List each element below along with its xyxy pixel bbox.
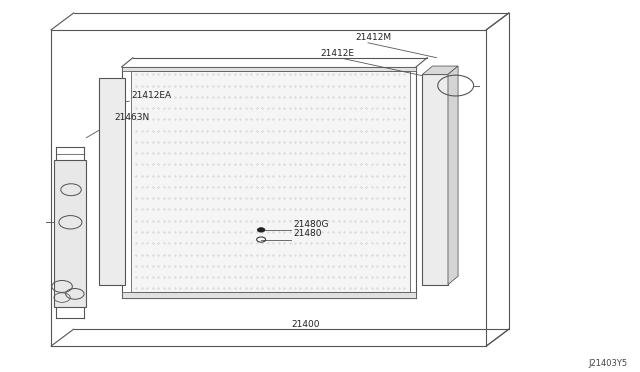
Text: 21463N: 21463N (114, 113, 149, 122)
Polygon shape (448, 66, 458, 285)
Text: J21403Y5: J21403Y5 (588, 359, 627, 368)
Text: 21480: 21480 (293, 230, 322, 238)
Polygon shape (422, 74, 448, 285)
Text: 21412M: 21412M (355, 33, 391, 42)
Polygon shape (54, 160, 86, 307)
Text: 21412E: 21412E (320, 49, 354, 58)
Polygon shape (99, 78, 125, 285)
Text: 21400: 21400 (291, 320, 320, 329)
Circle shape (257, 228, 265, 232)
Polygon shape (422, 66, 458, 74)
Text: 21412EA: 21412EA (131, 92, 172, 100)
Polygon shape (122, 67, 416, 71)
Polygon shape (131, 71, 410, 292)
Text: 21480G: 21480G (293, 220, 328, 229)
Polygon shape (122, 292, 416, 298)
